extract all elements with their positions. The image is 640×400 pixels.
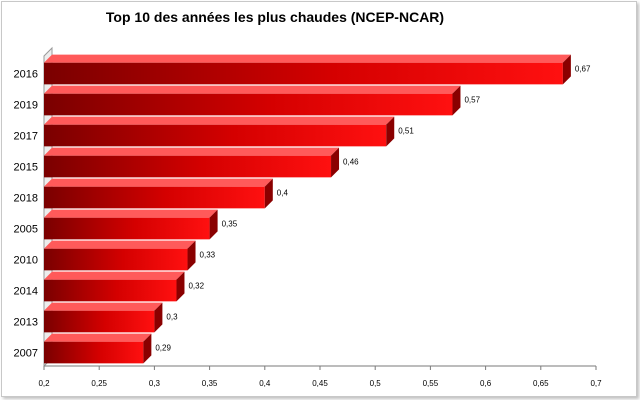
- data-label: 0,3: [166, 313, 178, 322]
- bar-top: [44, 116, 395, 125]
- y-tick-label: 2010: [14, 255, 38, 267]
- bar-end: [154, 302, 163, 333]
- bar-2014: 0,32: [44, 271, 205, 302]
- bar-end: [176, 271, 185, 302]
- bar-top: [44, 147, 340, 156]
- bar-end: [187, 240, 196, 271]
- bars-group: 0,67 0,57 0,51 0,46 0,4 0,35 0,33 0,32 0,3 0,29: [44, 54, 591, 364]
- y-tick-label: 2016: [14, 69, 38, 81]
- bar-front: [44, 279, 177, 302]
- bar-top: [44, 54, 571, 63]
- x-tick-label: 0,45: [312, 379, 328, 388]
- bar-2015: 0,46: [44, 147, 359, 178]
- y-tick-label: 2019: [14, 100, 38, 112]
- bar-top: [44, 240, 196, 249]
- bar-end: [143, 333, 152, 364]
- bar-end: [264, 178, 273, 209]
- data-label: 0,29: [155, 344, 171, 353]
- x-tick-label: 0,4: [259, 379, 271, 388]
- x-tick-label: 0,3: [149, 379, 161, 388]
- y-tick-label: 2017: [14, 131, 38, 143]
- bar-top: [44, 85, 461, 94]
- x-tick-label: 0,35: [202, 379, 218, 388]
- bar-top: [44, 333, 152, 342]
- x-tick-labels: 0,2 0,25 0,3 0,35 0,4 0,45 0,5 0,55 0,6 0,65 0,7: [38, 379, 602, 388]
- x-tick-label: 0,65: [533, 379, 549, 388]
- data-label: 0,35: [222, 220, 238, 229]
- bar-front: [44, 124, 387, 147]
- bar-2010: 0,33: [44, 240, 216, 271]
- data-label: 0,57: [464, 96, 480, 105]
- bar-2013: 0,3: [44, 302, 178, 333]
- y-tick-label: 2014: [14, 286, 38, 298]
- bar-top: [44, 302, 163, 311]
- bar-end: [562, 54, 571, 85]
- x-tick-label: 0,5: [370, 379, 382, 388]
- bar-end: [209, 209, 218, 240]
- bar-front: [44, 248, 188, 271]
- bar-front: [44, 186, 265, 209]
- x-tick-label: 0,7: [590, 379, 602, 388]
- y-tick-label: 2018: [14, 193, 38, 205]
- y-tick-labels: 2016 2019 2017 2015 2018 2005 2010 2014 2013 2007: [14, 69, 38, 360]
- data-label: 0,33: [200, 251, 216, 260]
- x-tick-label: 0,2: [38, 379, 50, 388]
- x-tick-label: 0,25: [91, 379, 107, 388]
- y-tick-label: 2005: [14, 224, 38, 236]
- y-tick-label: 2007: [14, 348, 38, 360]
- bar-front: [44, 341, 144, 364]
- bar-front: [44, 310, 155, 333]
- bar-end: [331, 147, 340, 178]
- bar-front: [44, 217, 210, 240]
- y-tick-label: 2013: [14, 317, 38, 329]
- bar-2007: 0,29: [44, 333, 171, 364]
- data-label: 0,32: [188, 282, 204, 291]
- data-label: 0,51: [398, 127, 414, 136]
- chart-title: Top 10 des années les plus chaudes (NCEP…: [106, 9, 444, 25]
- y-tick-label: 2015: [14, 162, 38, 174]
- bar-end: [452, 85, 461, 116]
- bar-front: [44, 155, 332, 178]
- bar-2019: 0,57: [44, 85, 481, 116]
- data-label: 0,46: [343, 158, 359, 167]
- data-label: 0,4: [277, 189, 289, 198]
- bar-top: [44, 178, 273, 187]
- bar-top: [44, 271, 185, 280]
- x-tick-label: 0,6: [480, 379, 492, 388]
- bar-2005: 0,35: [44, 209, 238, 240]
- bar-front: [44, 93, 453, 116]
- bar-2018: 0,4: [44, 178, 289, 209]
- bar-2016: 0,67: [44, 54, 591, 85]
- bar-top: [44, 209, 218, 218]
- x-tick-label: 0,55: [423, 379, 439, 388]
- data-label: 0,67: [575, 65, 591, 74]
- bar-front: [44, 62, 563, 85]
- bar-2017: 0,51: [44, 116, 414, 147]
- bar-end: [386, 116, 395, 147]
